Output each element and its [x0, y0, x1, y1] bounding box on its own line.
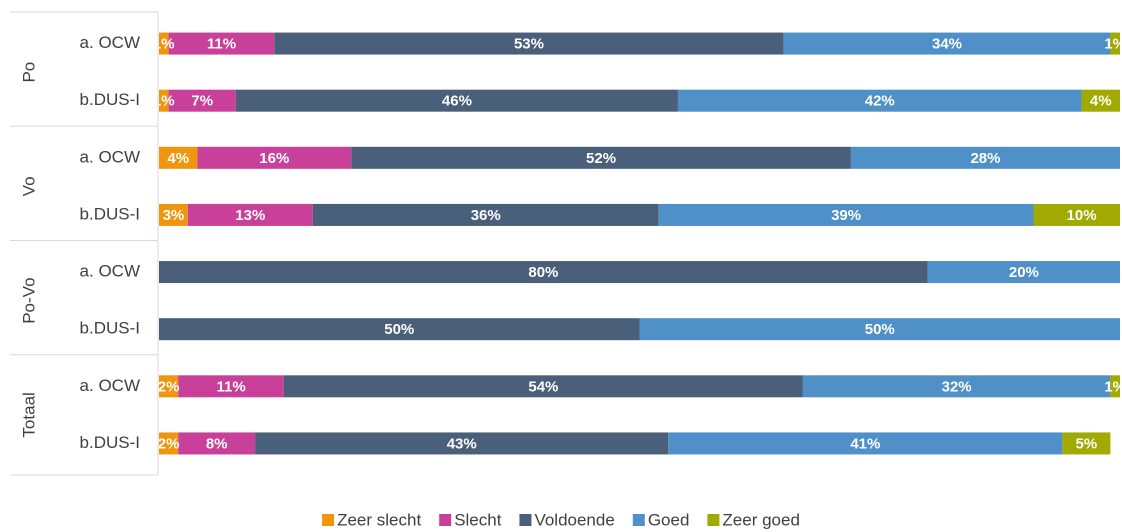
legend-label: Zeer slecht	[337, 510, 421, 529]
legend-label: Voldoende	[534, 510, 614, 529]
bar-segment	[283, 375, 803, 398]
category-label: a. OCW	[80, 147, 140, 166]
legend-swatch	[439, 514, 452, 526]
value-label: 43%	[447, 435, 477, 452]
legend-item: Zeer goed	[707, 510, 800, 529]
value-label: 11%	[216, 378, 245, 395]
bar-segment	[235, 89, 678, 112]
bar-segment	[668, 432, 1063, 455]
value-label: 50%	[865, 321, 895, 338]
legend-swatch	[322, 514, 335, 526]
legend-item: Zeer slecht	[322, 510, 421, 529]
bar-segment	[159, 32, 169, 55]
value-label: 2%	[158, 378, 180, 395]
legend-item: Goed	[632, 510, 690, 529]
value-label: 11%	[207, 36, 236, 53]
value-label: 50%	[384, 321, 414, 338]
value-label: 16%	[259, 150, 289, 167]
bar-segment	[159, 375, 179, 398]
group-label: Po-Vo	[19, 277, 38, 323]
value-label: 52%	[586, 150, 616, 167]
value-label: 20%	[1009, 264, 1039, 281]
bar-segment	[159, 89, 169, 112]
bar-segment	[1110, 32, 1120, 55]
bar-segment	[255, 432, 669, 455]
value-label: 28%	[970, 150, 1000, 167]
legend-swatch	[632, 514, 645, 526]
value-label: 2%	[158, 435, 180, 452]
bar-segment	[168, 89, 236, 112]
bar-segment	[639, 318, 1120, 341]
value-label: 10%	[1067, 207, 1097, 224]
value-label: 3%	[163, 207, 185, 224]
value-label: 32%	[942, 378, 972, 395]
value-label: 4%	[1090, 93, 1112, 110]
value-label: 42%	[865, 93, 895, 110]
value-label: 36%	[471, 207, 501, 224]
legend-item: Slecht	[439, 510, 502, 529]
bar-segment	[312, 203, 659, 226]
legend-item: Voldoende	[519, 510, 615, 529]
bar-segment	[197, 146, 352, 169]
legend-swatch	[707, 514, 720, 526]
legend-label: Slecht	[454, 510, 502, 529]
bar-segment	[187, 203, 313, 226]
bar-segment	[850, 146, 1120, 169]
bar-segment	[159, 203, 188, 226]
value-label: 1%	[153, 93, 175, 110]
plot-area: 1% 11% 53% 34% 1% 1% 7% 46% 42% 4% 4% 16% 52% 28% 3% 13…	[153, 32, 1122, 455]
group-label: Totaal	[19, 392, 38, 437]
bar-segment	[274, 32, 784, 55]
bar-segment	[159, 432, 179, 455]
category-label: b.DUS-I	[80, 90, 140, 109]
value-label: 39%	[831, 207, 861, 224]
legend-label: Goed	[648, 510, 690, 529]
bar-segment	[783, 32, 1111, 55]
value-label: 54%	[528, 378, 558, 395]
bar-segment	[658, 203, 1034, 226]
bar-segment	[178, 375, 284, 398]
value-label: 80%	[528, 264, 558, 281]
value-label: 1%	[1104, 36, 1122, 53]
value-label: 4%	[167, 150, 189, 167]
category-label: b.DUS-I	[80, 319, 140, 338]
bar-segment	[351, 146, 851, 169]
value-label: 34%	[932, 36, 962, 53]
bar-segment	[168, 32, 275, 55]
category-label: a. OCW	[80, 262, 140, 281]
value-label: 5%	[1076, 435, 1098, 452]
value-label: 46%	[442, 93, 472, 110]
value-label: 8%	[206, 435, 228, 452]
group-label: Po	[19, 62, 38, 83]
bar-segment	[1062, 432, 1111, 455]
legend-swatch	[519, 514, 532, 526]
group-label: Vo	[19, 176, 38, 196]
bar-segment	[178, 432, 256, 455]
bar-segment	[802, 375, 1111, 398]
bar-segment	[159, 318, 640, 341]
bar-segment	[1110, 375, 1120, 398]
value-label: 41%	[850, 435, 880, 452]
value-label: 1%	[1104, 378, 1122, 395]
bar-segment	[1033, 203, 1120, 226]
category-label: b.DUS-I	[80, 204, 140, 223]
bar-segment	[159, 261, 928, 284]
category-label: b.DUS-I	[80, 433, 140, 452]
category-label: a. OCW	[80, 376, 140, 395]
value-label: 1%	[153, 36, 175, 53]
bar-segment	[159, 146, 198, 169]
bar-segment	[677, 89, 1082, 112]
legend-label: Zeer goed	[722, 510, 800, 529]
bar-segment	[927, 261, 1120, 284]
value-label: 53%	[514, 36, 544, 53]
value-label: 13%	[235, 207, 265, 224]
bar-segment	[1081, 89, 1120, 112]
value-label: 7%	[191, 93, 213, 110]
category-label: a. OCW	[80, 33, 140, 52]
